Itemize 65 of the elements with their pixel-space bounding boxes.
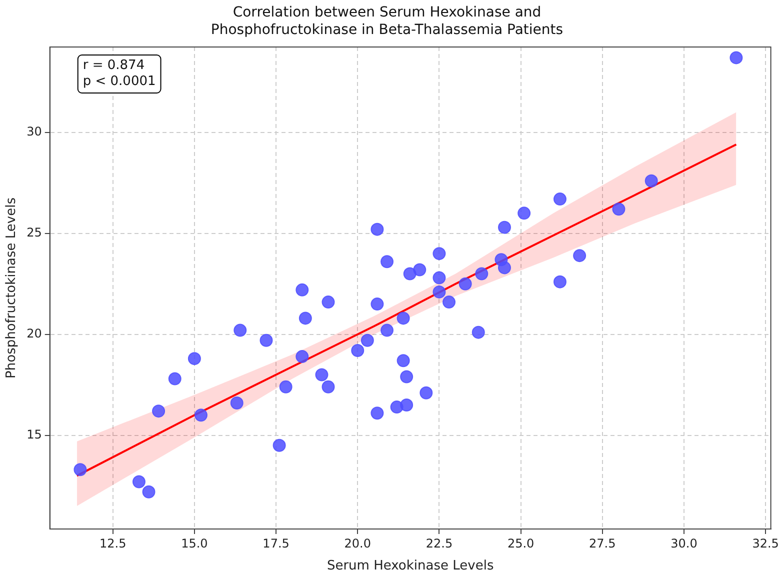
point <box>234 324 247 337</box>
x-tick-label: 27.5 <box>589 536 616 550</box>
x-axis-title: Serum Hexokinase Levels <box>326 558 494 574</box>
chart-title: Correlation between Serum Hexokinase and Phosphofructokinase in Beta-Thalassemia Patients <box>210 4 564 38</box>
point <box>272 438 286 452</box>
x-tick-label: 20.0 <box>344 536 371 550</box>
point <box>432 285 446 298</box>
x-tick-label: 12.5 <box>100 536 126 550</box>
point <box>315 368 328 382</box>
point <box>380 324 394 337</box>
x-tick-label: 30.0 <box>670 536 698 550</box>
point <box>612 202 626 216</box>
point <box>296 283 309 296</box>
point <box>403 267 416 280</box>
point <box>432 271 446 284</box>
point <box>296 350 309 364</box>
point <box>322 296 335 309</box>
x-tick-label: 15.0 <box>181 536 208 550</box>
point <box>74 463 87 476</box>
point <box>400 398 414 412</box>
point <box>553 275 566 288</box>
point <box>168 372 182 386</box>
point <box>442 296 456 309</box>
point <box>413 263 426 276</box>
point <box>400 370 414 384</box>
point <box>396 312 410 325</box>
point <box>458 277 472 290</box>
point <box>194 408 208 422</box>
y-tick-label: 15 <box>26 427 42 442</box>
point <box>472 326 485 339</box>
point <box>420 386 433 400</box>
point <box>142 485 156 498</box>
point <box>396 354 410 368</box>
point <box>380 255 394 268</box>
annotation: r = 0.874 p < 0.0001 <box>82 58 156 89</box>
point <box>322 380 335 394</box>
point <box>432 247 446 260</box>
point <box>498 261 511 274</box>
point <box>351 344 364 357</box>
point <box>518 206 531 220</box>
x-tick-label: 22.5 <box>426 536 453 550</box>
point <box>132 475 146 488</box>
point <box>260 334 273 347</box>
point <box>370 298 384 311</box>
point <box>298 312 312 325</box>
point <box>498 220 511 234</box>
point <box>360 334 374 347</box>
y-tick-label: 30 <box>26 124 42 139</box>
point <box>644 174 658 188</box>
y-tick-label: 25 <box>26 226 42 240</box>
point <box>573 249 586 262</box>
point <box>279 380 292 394</box>
point <box>370 222 384 236</box>
x-tick-label: 32.5 <box>752 536 779 550</box>
point <box>370 406 384 420</box>
x-tick-label: 17.5 <box>262 536 290 550</box>
point <box>230 396 244 410</box>
point <box>730 51 743 64</box>
point <box>152 404 166 418</box>
point <box>188 352 201 366</box>
y-tick-label: 20 <box>26 326 42 340</box>
y-axis-title: Phosphofructokinase Levels <box>4 197 20 378</box>
point <box>475 267 488 280</box>
point <box>553 192 566 206</box>
x-tick-label: 25.0 <box>507 536 534 550</box>
